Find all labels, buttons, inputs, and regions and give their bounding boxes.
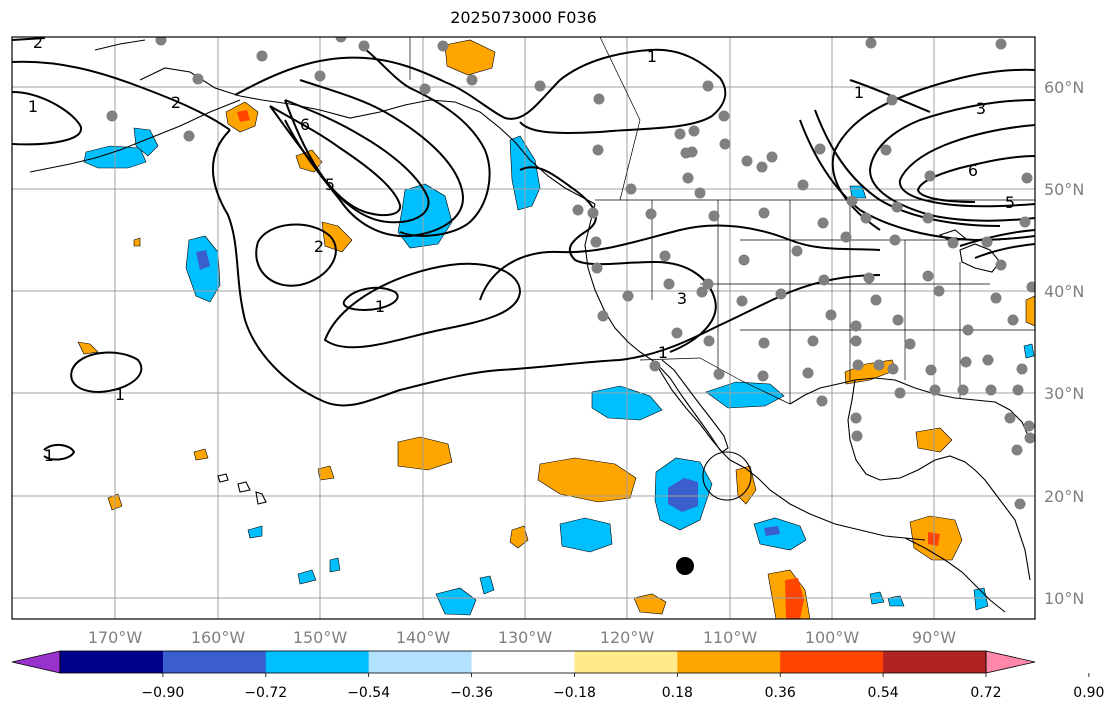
coastlines: [29, 39, 1031, 613]
colorbar-segment: [471, 651, 575, 673]
colorbar-tick-label: −0.18: [553, 685, 596, 701]
colorbar-tick-label: −0.36: [450, 685, 493, 701]
lon-label: 170°W: [88, 628, 143, 647]
lat-label: 10°N: [1044, 589, 1084, 608]
colorbar-tick-label: 0.54: [868, 685, 899, 701]
colorbar-segment: [162, 651, 267, 673]
contour-label: 6: [968, 161, 978, 180]
colorbar-frame: [59, 650, 987, 674]
lon-label: 150°W: [293, 628, 348, 647]
colorbar: [11, 650, 1090, 677]
anomaly-shading: [77, 39, 1035, 619]
lon-label: 160°W: [191, 628, 246, 647]
lat-label: 40°N: [1044, 282, 1084, 301]
contour-lines: [12, 37, 1035, 461]
colorbar-tick-label: 0.72: [970, 685, 1001, 701]
latitude-labels: 10°N 20°N 30°N 40°N 50°N 60°N: [1044, 78, 1084, 608]
contour-label: 3: [976, 99, 986, 118]
colorbar-tick-label: −0.90: [141, 685, 184, 701]
contour-label: 1: [44, 446, 54, 465]
colorbar-tick-label: −0.54: [347, 685, 390, 701]
contour-label: 1: [28, 97, 38, 116]
contour-label: 1: [647, 47, 657, 66]
contour-label: 2: [171, 93, 181, 112]
contour-label: 2: [314, 237, 324, 256]
colorbar-tick-label: −0.72: [244, 685, 287, 701]
lon-label: 100°W: [805, 628, 860, 647]
contour-label: 5: [1005, 193, 1015, 212]
lon-label: 140°W: [396, 628, 451, 647]
longitude-labels: 170°W 160°W 150°W 140°W 130°W 120°W 110°W 100°W…: [88, 628, 956, 647]
contour-label: 3: [677, 289, 687, 308]
contour-label: 2: [33, 33, 43, 52]
colorbar-segment: [883, 651, 987, 673]
colorbar-tick-labels: −0.90 −0.72 −0.54 −0.36 −0.18 0.18 0.36 0.54 0.7…: [141, 685, 1104, 701]
contour-label: 1: [658, 343, 668, 362]
contour-label: 1: [115, 385, 125, 404]
map-title: 2025073000 F036: [450, 8, 597, 27]
lat-label: 50°N: [1044, 180, 1084, 199]
colorbar-segment: [574, 651, 678, 673]
colorbar-segment: [265, 651, 370, 673]
lat-label: 60°N: [1044, 78, 1084, 97]
colorbar-tick-label: 0.18: [662, 685, 693, 701]
colorbar-tick-label: 0.90: [1073, 685, 1104, 701]
lon-label: 110°W: [703, 628, 758, 647]
colorbar-segment: [368, 651, 473, 673]
contour-label: 1: [854, 83, 864, 102]
colorbar-extend-left: [11, 650, 61, 674]
graticule: [12, 37, 1035, 619]
colorbar-segment: [60, 651, 164, 673]
lat-label: 20°N: [1044, 487, 1084, 506]
colorbar-tick-label: 0.36: [765, 685, 796, 701]
lon-label: 90°W: [912, 628, 956, 647]
lon-label: 130°W: [498, 628, 553, 647]
contour-label: 6: [300, 115, 310, 134]
contour-labels: 2 1 2 6 5 2 1 1 1 1 3 1 1 3 6 5: [28, 33, 1015, 465]
station-markers: [106, 37, 1035, 510]
colorbar-segment: [780, 651, 884, 673]
map-frame: [11, 36, 1036, 620]
map-area[interactable]: 2 1 2 6 5 2 1 1 1 1 3 1 1 3 6 5: [12, 32, 1038, 620]
colorbar-extend-right: [985, 650, 1036, 674]
contour-label: 1: [375, 297, 385, 316]
contour-label: 5: [325, 175, 335, 194]
colorbar-segment: [677, 651, 781, 673]
lat-label: 30°N: [1044, 384, 1084, 403]
storm-marker: [676, 557, 694, 575]
lon-label: 120°W: [600, 628, 655, 647]
